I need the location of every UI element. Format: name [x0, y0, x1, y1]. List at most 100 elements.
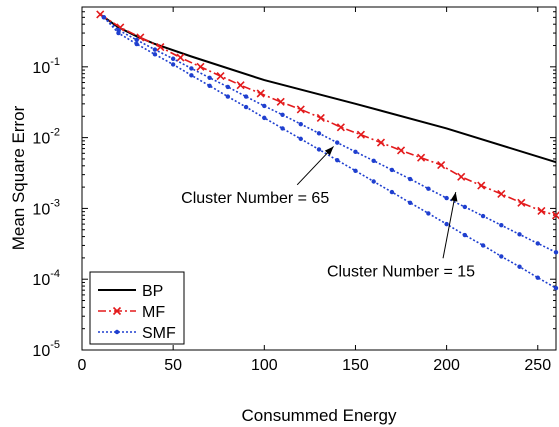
- data-point: [535, 241, 540, 246]
- data-point: [216, 72, 225, 81]
- legend-entry: MF: [98, 304, 165, 321]
- y-tick-label: 10-4: [32, 268, 60, 289]
- data-point: [389, 167, 395, 173]
- data-point: [101, 15, 107, 20]
- data-point: [207, 83, 212, 88]
- data-point: [371, 158, 376, 164]
- data-point: [353, 149, 358, 155]
- data-point: [407, 176, 413, 182]
- annotation-text: Cluster Number = 65: [181, 190, 329, 207]
- legend-entry: SMF: [98, 325, 176, 342]
- legend-box: [89, 271, 185, 345]
- x-tick-label: 250: [524, 357, 551, 374]
- data-point: [444, 195, 449, 201]
- series-3: [101, 15, 559, 291]
- data-point: [462, 204, 468, 210]
- data-point: [517, 264, 522, 269]
- data-point: [335, 157, 340, 163]
- annotation: Cluster Number = 65: [181, 146, 334, 207]
- data-point: [280, 126, 285, 131]
- data-point: [335, 140, 340, 145]
- data-point: [480, 213, 486, 219]
- data-point: [553, 250, 559, 255]
- data-point: [407, 200, 413, 206]
- series-1: [99, 13, 557, 164]
- data-point: [356, 130, 365, 139]
- data-point: [298, 121, 303, 127]
- x-tick-label: 100: [251, 357, 278, 374]
- y-tick-label: 10-2: [32, 127, 60, 148]
- data-point: [336, 123, 345, 132]
- y-tick-label: 10-5: [32, 339, 60, 360]
- x-axis-label: Consummed Energy: [242, 406, 397, 425]
- series-line: [103, 16, 557, 289]
- annotation: Cluster Number = 15: [327, 192, 475, 280]
- data-point: [316, 131, 322, 136]
- data-point: [152, 52, 158, 57]
- data-point: [134, 37, 139, 43]
- annotation-arrowhead: [450, 192, 458, 202]
- data-point: [353, 168, 358, 173]
- legend: BP MF SMF: [89, 271, 185, 345]
- data-point: [296, 105, 305, 114]
- series-4: [101, 15, 559, 255]
- data-point: [196, 62, 205, 71]
- x-tick-label: 50: [164, 357, 182, 374]
- data-point: [225, 84, 231, 90]
- data-point: [551, 211, 559, 220]
- legend-marker: [112, 306, 122, 316]
- data-point: [553, 285, 559, 291]
- data-point: [537, 206, 546, 216]
- data-point: [243, 104, 249, 110]
- data-point: [417, 153, 426, 162]
- data-point: [316, 147, 322, 152]
- data-point: [437, 160, 446, 170]
- annotation-arrow: [442, 192, 457, 259]
- data-point: [298, 136, 303, 142]
- data-point: [389, 189, 395, 195]
- y-axis: 10-5 10-4 10-3 10-2 10-1: [32, 11, 556, 360]
- legend-marker: [114, 329, 120, 335]
- data-point: [276, 97, 285, 106]
- y-tick-label: 10-1: [32, 56, 60, 77]
- data-point: [371, 179, 376, 184]
- x-tick-label: 150: [342, 357, 369, 374]
- y-tick-label: 10-3: [32, 197, 60, 218]
- data-point: [207, 75, 212, 80]
- legend-label: BP: [142, 283, 163, 300]
- data-point: [517, 232, 522, 237]
- x-tick-label: 200: [433, 357, 460, 374]
- data-point: [243, 94, 249, 99]
- data-point: [517, 198, 526, 207]
- data-point: [116, 27, 121, 33]
- data-point: [457, 172, 466, 181]
- data-point: [156, 43, 165, 52]
- data-point: [280, 112, 285, 118]
- data-point: [236, 81, 245, 90]
- series-line: [103, 16, 557, 254]
- series-layer: [96, 10, 559, 291]
- annotation-arrowhead: [324, 146, 334, 156]
- annotations: Cluster Number = 65 Cluster Number = 15: [181, 146, 475, 280]
- data-point: [462, 232, 468, 238]
- data-point: [189, 66, 194, 71]
- data-point: [444, 221, 449, 227]
- legend-label: SMF: [142, 325, 176, 342]
- data-point: [176, 53, 185, 62]
- data-point: [396, 146, 406, 155]
- data-point: [134, 41, 139, 47]
- data-point: [499, 254, 504, 259]
- data-point: [477, 181, 486, 190]
- annotation-text: Cluster Number = 15: [327, 263, 475, 280]
- data-point: [256, 89, 265, 98]
- legend-label: MF: [142, 304, 165, 321]
- data-point: [225, 94, 231, 99]
- y-axis-label: Mean Square Error: [9, 105, 28, 250]
- legend-entry: BP: [98, 283, 163, 300]
- data-point: [316, 113, 325, 122]
- data-point: [170, 62, 176, 67]
- series-2: [96, 10, 559, 220]
- data-point: [426, 211, 431, 216]
- data-point: [152, 47, 158, 52]
